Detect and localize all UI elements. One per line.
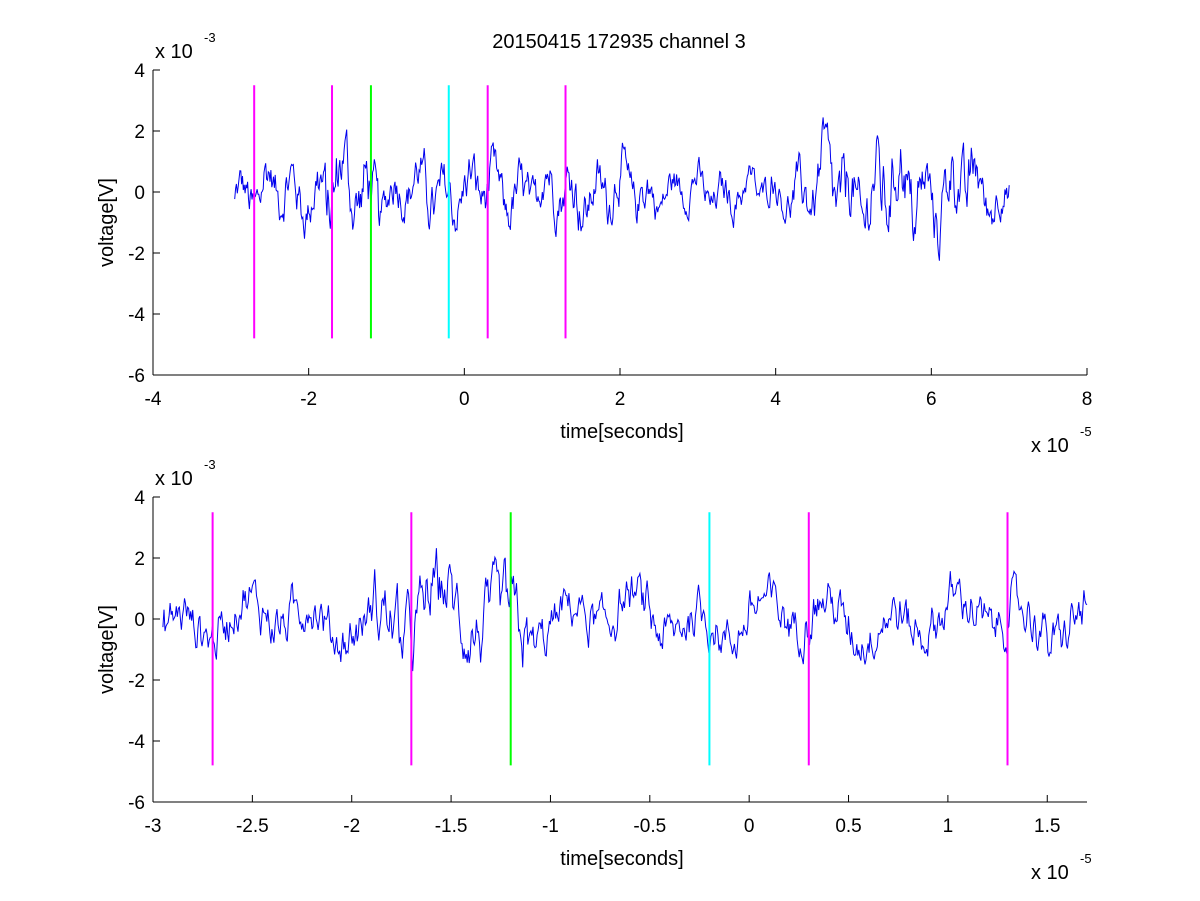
y-tick-label: 4: [134, 488, 145, 509]
y-exponent-power: -3: [204, 30, 216, 45]
top-axes: -4 -2 0 2 4 6 8-6-4-2024time[seconds]voltage[V…: [96, 30, 1092, 457]
x-tick-label: 0: [459, 389, 470, 410]
y-tick-label: -6: [128, 793, 145, 814]
y-tick-label: 4: [134, 61, 145, 82]
x-tick-label: 0: [744, 816, 755, 837]
x-exponent-label: x 10: [1031, 435, 1069, 457]
signal-trace: [234, 117, 1010, 261]
x-tick-label: 2: [615, 389, 626, 410]
x-tick-label: -2: [343, 816, 360, 837]
x-axis-label: time[seconds]: [560, 421, 683, 443]
y-tick-label: -6: [128, 366, 145, 387]
bottom-axes: -3 -2.5 -2 -1.5 -1 -0.5 0 0.5 1 1.5 -6 -4 -2 0 2 4 time[…: [96, 457, 1092, 884]
y-tick-label: -2: [128, 244, 145, 265]
x-tick-label: 8: [1082, 389, 1093, 410]
x-tick-label: -4: [145, 389, 162, 410]
y-tick-label: 0: [134, 183, 145, 204]
x-tick-label: -1.5: [435, 816, 468, 837]
y-axis-label: voltage[V]: [96, 178, 118, 267]
figure-title: 20150415 172935 channel 3: [492, 31, 746, 53]
signal-trace: [162, 548, 1088, 672]
x-axis-label: time[seconds]: [560, 848, 683, 870]
y-axis-label: voltage[V]: [96, 605, 118, 694]
x-tick-label: 1.5: [1034, 816, 1060, 837]
x-tick-label: 4: [770, 389, 781, 410]
x-tick-label: -2.5: [236, 816, 269, 837]
x-exponent-power: -5: [1080, 424, 1092, 439]
x-tick-label: 1: [943, 816, 954, 837]
x-tick-label: -1: [542, 816, 559, 837]
y-exponent-label: x 10: [155, 468, 193, 490]
x-exponent-power: -5: [1080, 851, 1092, 866]
y-tick-label: 0: [134, 610, 145, 631]
x-tick-label: -3: [145, 816, 162, 837]
y-tick-label: -4: [128, 305, 145, 326]
y-exponent-label: x 10: [155, 41, 193, 63]
x-tick-label: 6: [926, 389, 937, 410]
y-tick-label: 2: [134, 549, 145, 570]
y-tick-label: -2: [128, 671, 145, 692]
x-tick-label: -2: [300, 389, 317, 410]
y-tick-label: 2: [134, 122, 145, 143]
y-tick-label: -4: [128, 732, 145, 753]
y-exponent-power: -3: [204, 457, 216, 472]
x-tick-label: -0.5: [633, 816, 666, 837]
x-tick-label: 0.5: [835, 816, 861, 837]
x-exponent-label: x 10: [1031, 862, 1069, 884]
